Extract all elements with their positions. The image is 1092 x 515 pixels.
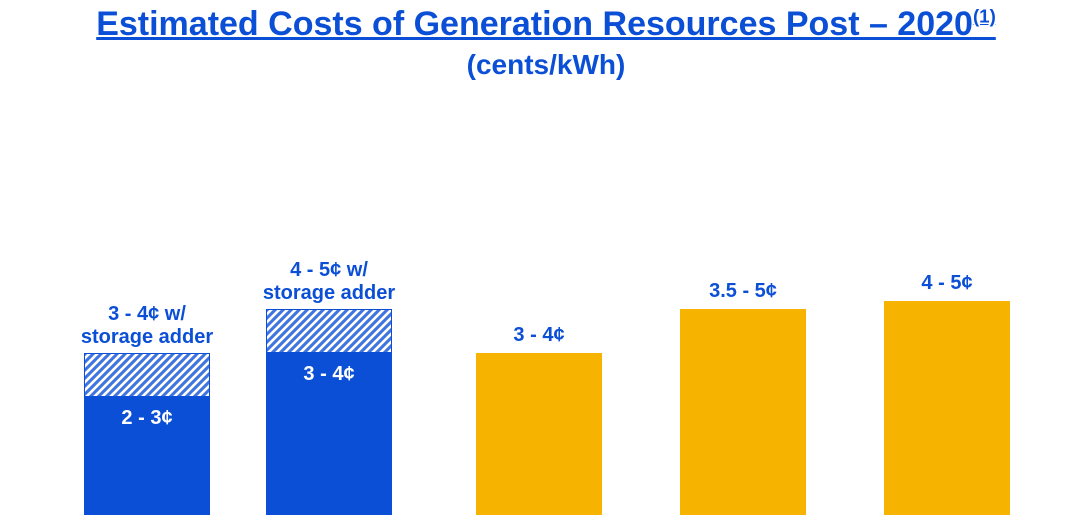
bar-new-ccgt: 3 - 4¢New CombinedCycle Gas	[476, 195, 602, 515]
bar-adder-label: 3 - 4¢ w/storage adder	[48, 303, 246, 349]
adder-label-line: storage adder	[48, 326, 246, 349]
chart-title-superscript: (1)	[973, 6, 996, 27]
bar-adder-label: 4 - 5¢ w/storage adder	[230, 259, 428, 305]
bar-segment: 3 - 4¢	[266, 353, 392, 515]
chart-title-text: Estimated Costs of Generation Resources …	[96, 5, 973, 43]
bar-segment	[884, 301, 1010, 515]
bar-segment	[476, 353, 602, 515]
adder-label-line: 4 - 5¢ w/	[230, 259, 428, 282]
bar-chart: 2 - 3¢3 - 4¢ w/storage adderNew Wind3 - …	[0, 195, 1092, 515]
chart-subtitle: (cents/kWh)	[0, 49, 1092, 81]
bar-value-label: 2 - 3¢	[84, 407, 210, 430]
bar-existing-nuclear: 4 - 5¢Existing Nuclear(2)	[884, 195, 1010, 515]
adder-label-line: 3 - 4¢ w/	[48, 303, 246, 326]
bar-existing-coal: 3.5 - 5¢Existing Coal(2)	[680, 195, 806, 515]
bar-segment	[84, 353, 210, 397]
adder-label-line: storage adder	[230, 282, 428, 305]
bar-value-label: 4 - 5¢	[854, 272, 1040, 295]
bar-segment	[680, 309, 806, 515]
bar-segment	[266, 309, 392, 353]
bar-value-label: 3 - 4¢	[446, 324, 632, 347]
bar-new-solar: 3 - 4¢4 - 5¢ w/storage adderNew Solar	[266, 195, 392, 515]
chart-title: Estimated Costs of Generation Resources …	[0, 0, 1092, 43]
bar-segment: 2 - 3¢	[84, 397, 210, 515]
bar-value-label: 3.5 - 5¢	[650, 280, 836, 303]
bar-new-wind: 2 - 3¢3 - 4¢ w/storage adderNew Wind	[84, 195, 210, 515]
bar-value-label: 3 - 4¢	[266, 363, 392, 386]
